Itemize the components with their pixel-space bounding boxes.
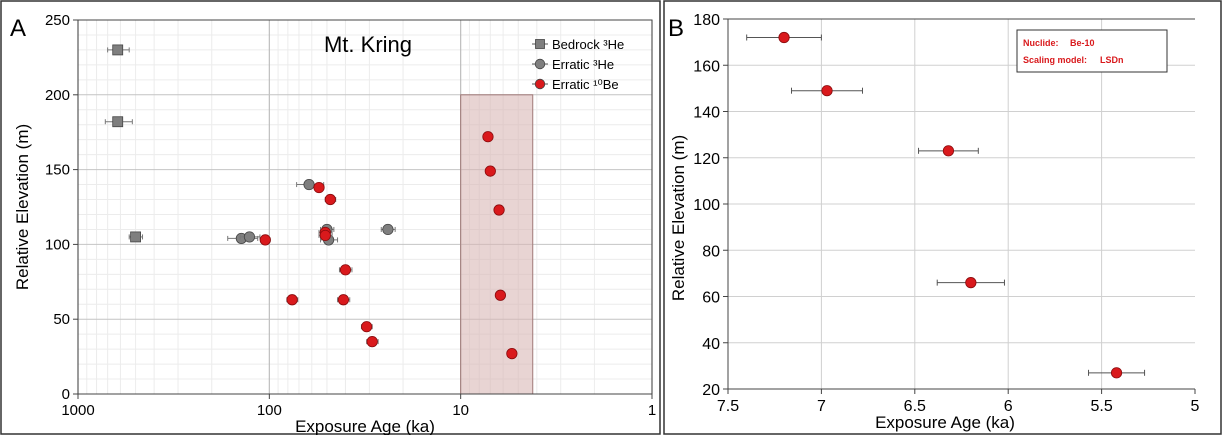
x-tick-label: 6 bbox=[1004, 398, 1013, 415]
legend-marker bbox=[534, 78, 546, 90]
x-tick-label: 7 bbox=[817, 398, 826, 415]
panel-b-frame bbox=[663, 0, 1222, 435]
panel-a-frame bbox=[0, 0, 661, 435]
data-point-circle bbox=[1110, 367, 1123, 379]
y-tick-label: 160 bbox=[693, 58, 720, 75]
x-tick-label: 100 bbox=[257, 402, 282, 419]
data-point-circle bbox=[506, 348, 518, 360]
legend: Bedrock ³He Erratic ³He Erratic ¹⁰Be bbox=[532, 37, 624, 92]
x-tick-label: 7.5 bbox=[717, 398, 739, 415]
legend-marker bbox=[534, 58, 546, 70]
data-point-circle bbox=[821, 85, 833, 97]
data-point-square bbox=[112, 44, 124, 56]
legend-label: Erratic ¹⁰Be bbox=[552, 77, 619, 92]
data-point-circle bbox=[313, 181, 325, 194]
y-tick-label: 180 bbox=[693, 12, 720, 29]
panel-b-x-ticks: 7.5 7 6.5 6 5.5 5 bbox=[717, 389, 1200, 415]
y-tick-label: 20 bbox=[702, 382, 720, 399]
panel-a-x-ticks: 1000 100 10 1 bbox=[61, 394, 656, 419]
data-point-circle bbox=[319, 229, 331, 242]
data-point-square bbox=[112, 116, 124, 128]
panel-b-label: B bbox=[668, 15, 684, 42]
panel-b-data-points bbox=[746, 31, 1146, 379]
legend-label: Bedrock ³He bbox=[552, 37, 624, 52]
panel-a-x-axis-label: Exposure Age (ka) bbox=[295, 417, 435, 435]
y-tick-label: 100 bbox=[45, 236, 70, 253]
data-point-circle bbox=[303, 178, 315, 191]
data-point-circle bbox=[286, 294, 298, 306]
panel-a-y-ticks: 0 50 100 150 200 250 bbox=[45, 12, 78, 403]
data-point-circle bbox=[361, 321, 373, 333]
data-point-circle bbox=[942, 145, 955, 157]
panel-b-x-axis-label: Exposure Age (ka) bbox=[875, 413, 1015, 432]
y-tick-label: 200 bbox=[45, 87, 70, 104]
panel-b-y-ticks: 20 40 60 80 100 120 140 160 180 bbox=[693, 12, 728, 399]
legend-marker bbox=[535, 39, 545, 49]
data-point-circle bbox=[324, 193, 336, 206]
panel-a-axes-box bbox=[77, 19, 653, 395]
x-tick-label: 1 bbox=[648, 402, 656, 419]
x-tick-label: 10 bbox=[452, 402, 469, 419]
info-box-value: Be-10 bbox=[1070, 38, 1095, 48]
panel-a: A 1000 100 10 1 0 50 100 150 200 250 Mt. Kring E… bbox=[10, 12, 656, 435]
data-point-circle bbox=[259, 234, 271, 246]
info-box-frame bbox=[1016, 29, 1168, 73]
y-tick-label: 150 bbox=[45, 162, 70, 179]
info-box-label: Nuclide: bbox=[1023, 38, 1059, 48]
info-box-label: Scaling model: bbox=[1023, 55, 1087, 65]
data-point-circle bbox=[366, 336, 378, 348]
y-tick-label: 100 bbox=[693, 197, 720, 214]
legend-label: Erratic ³He bbox=[552, 57, 614, 72]
data-point-square bbox=[130, 231, 141, 243]
x-tick-label: 5.5 bbox=[1090, 398, 1112, 415]
info-box-value: LSDn bbox=[1100, 55, 1124, 65]
info-box: Nuclide: Be-10 Scaling model: LSDn bbox=[1016, 29, 1168, 73]
y-tick-label: 140 bbox=[693, 105, 720, 122]
y-tick-label: 0 bbox=[62, 386, 70, 403]
data-point-circle bbox=[243, 231, 256, 243]
y-tick-label: 250 bbox=[45, 12, 70, 29]
x-tick-label: 6.5 bbox=[904, 398, 926, 415]
y-tick-label: 60 bbox=[702, 290, 720, 307]
data-point-circle bbox=[337, 294, 350, 306]
y-tick-label: 80 bbox=[702, 243, 720, 260]
panel-a-y-axis-label: Relative Elevation (m) bbox=[13, 124, 32, 290]
data-point-circle bbox=[493, 204, 505, 216]
data-point-circle bbox=[339, 264, 352, 276]
data-point-circle bbox=[382, 223, 394, 236]
panel-a-data-points bbox=[104, 44, 518, 360]
panel-a-label: A bbox=[10, 15, 26, 42]
data-point-circle bbox=[778, 31, 790, 44]
shaded-band bbox=[460, 94, 534, 395]
y-tick-label: 50 bbox=[53, 311, 70, 328]
panel-a-title: Mt. Kring bbox=[324, 32, 412, 57]
y-tick-label: 120 bbox=[693, 151, 720, 168]
data-point-circle bbox=[484, 165, 496, 177]
y-tick-label: 40 bbox=[702, 336, 720, 353]
panel-b: B 7.5 7 6.5 6 5.5 5 20 40 60 80 100 120 140 160 180 E… bbox=[668, 12, 1200, 432]
x-tick-label: 1000 bbox=[61, 402, 94, 419]
data-point-circle bbox=[482, 131, 494, 143]
x-tick-label: 5 bbox=[1191, 398, 1200, 415]
data-point-circle bbox=[494, 289, 506, 301]
data-point-circle bbox=[965, 277, 977, 289]
panel-b-y-axis-label: Relative Elevation (m) bbox=[669, 135, 688, 301]
